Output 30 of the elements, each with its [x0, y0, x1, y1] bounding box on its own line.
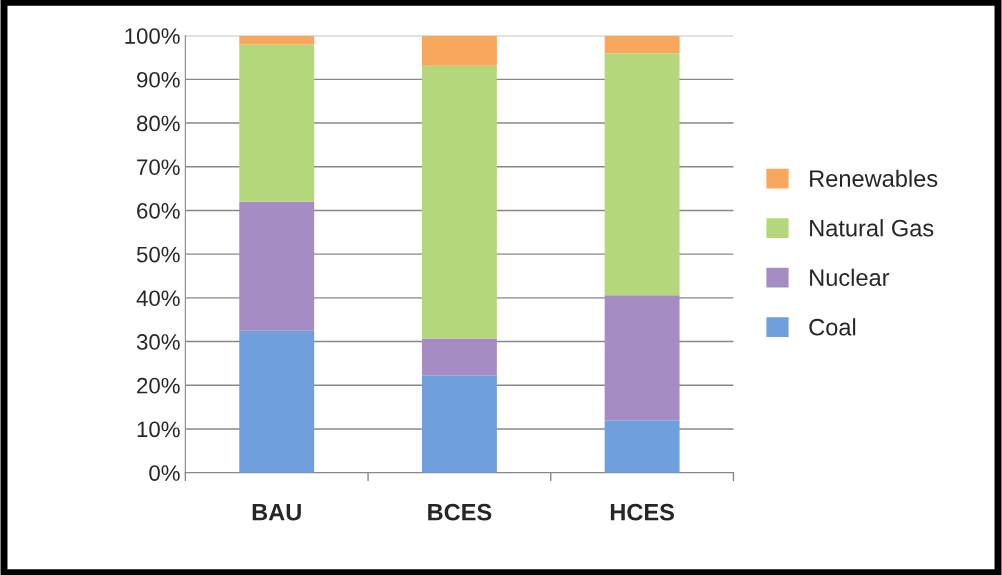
y-tick-label: 50%	[136, 246, 180, 263]
y-tick-label: 60%	[137, 202, 180, 219]
bar	[604, 53, 680, 296]
bar	[239, 35, 315, 45]
bar	[604, 35, 680, 54]
bar	[421, 35, 497, 66]
bar	[604, 420, 680, 473]
y-tick-label: 70%	[137, 159, 180, 176]
y-tick-label: 0%	[149, 465, 180, 481]
legend-label: Natural Gas	[810, 219, 934, 237]
bar	[421, 65, 497, 339]
bar	[421, 375, 497, 473]
bar	[239, 201, 315, 331]
y-tick-label: 80%	[137, 115, 180, 132]
y-tick-label: 90%	[137, 71, 180, 88]
x-tick-label: HCES	[610, 503, 674, 521]
y-tick-label: 30%	[136, 334, 180, 350]
legend-label: Nuclear	[810, 268, 890, 287]
legend-label: Coal	[809, 318, 856, 336]
y-tick-label: 20%	[137, 377, 180, 394]
y-tick-label: 100%	[125, 28, 180, 44]
bar	[239, 330, 315, 473]
legend-label: Renewables	[810, 169, 938, 187]
bar	[239, 44, 315, 202]
bar	[604, 295, 680, 421]
y-tick-label: 40%	[136, 290, 180, 307]
y-tick-label: 10%	[137, 421, 180, 438]
bar	[421, 338, 497, 376]
x-tick-label: BCES	[428, 503, 492, 521]
x-tick-label: BAU	[252, 504, 301, 521]
